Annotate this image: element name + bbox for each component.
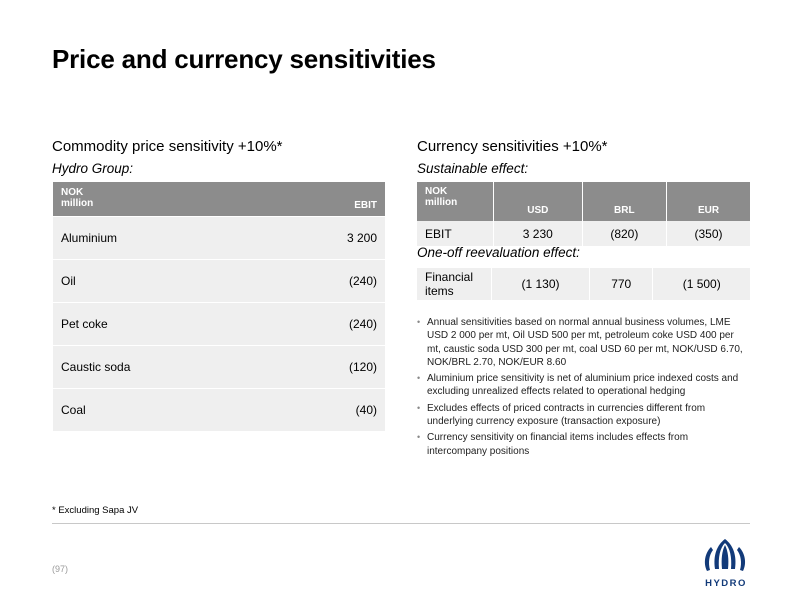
row-label: EBIT <box>417 221 494 246</box>
currency-heading: Currency sensitivities +10%* <box>417 138 608 155</box>
list-item: Annual sensitivities based on normal ann… <box>417 316 747 369</box>
commodity-subheading: Hydro Group: <box>52 161 134 176</box>
table-row: Caustic soda (120) <box>53 345 385 389</box>
brl-value: (820) <box>581 221 667 246</box>
ebit-header: EBIT <box>268 182 385 217</box>
hydro-logo-text: HYDRO <box>705 578 747 589</box>
unit-line-2: million <box>425 197 458 208</box>
table-row: Financial items (1 130) 770 (1 500) <box>417 268 750 300</box>
usd-value: (1 130) <box>491 268 590 300</box>
row-value: (40) <box>268 388 385 431</box>
oneoff-heading: One-off reevaluation effect: <box>417 245 580 260</box>
row-label: Financial items <box>417 268 492 300</box>
list-item: Aluminium price sensitivity is net of al… <box>417 372 747 399</box>
brl-header: BRL <box>581 182 667 221</box>
page-title: Price and currency sensitivities <box>52 44 436 74</box>
unit-line-1: NOK <box>61 187 84 198</box>
row-label-line-2: items <box>425 284 454 298</box>
row-label: Oil <box>53 259 269 303</box>
table-row: Oil (240) <box>53 259 385 303</box>
row-label: Caustic soda <box>53 345 269 389</box>
commodity-heading: Commodity price sensitivity +10%* <box>52 138 283 155</box>
row-label: Pet coke <box>53 302 269 346</box>
notes-list: Annual sensitivities based on normal ann… <box>417 316 747 461</box>
usd-value: 3 230 <box>493 221 583 246</box>
page-number: (97) <box>52 564 69 574</box>
unit-line-1: NOK <box>425 186 448 197</box>
row-label: Aluminium <box>53 216 269 260</box>
oneoff-table: Financial items (1 130) 770 (1 500) <box>417 268 750 300</box>
table-header-row: NOK million EBIT <box>53 182 385 217</box>
brl-value: 770 <box>588 268 653 300</box>
currency-sensitivity-table: NOK million USD BRL EUR EBIT 3 230 (820)… <box>417 182 750 246</box>
commodity-sensitivity-table: NOK million EBIT Aluminium 3 200 Oil (24… <box>53 182 385 431</box>
table-row: Coal (40) <box>53 388 385 431</box>
currency-subheading: Sustainable effect: <box>417 161 529 176</box>
unit-header: NOK million <box>53 182 269 217</box>
row-value: (240) <box>268 259 385 303</box>
list-item: Excludes effects of priced contracts in … <box>417 402 747 429</box>
hydro-logo-icon <box>704 539 746 571</box>
eur-value: (350) <box>666 221 750 246</box>
usd-header: USD <box>493 182 583 221</box>
unit-line-2: million <box>61 198 94 209</box>
table-row: Pet coke (240) <box>53 302 385 346</box>
unit-header: NOK million <box>417 182 494 221</box>
table-header-row: NOK million USD BRL EUR <box>417 182 750 221</box>
row-value: (240) <box>268 302 385 346</box>
row-value: (120) <box>268 345 385 389</box>
row-label: Coal <box>53 388 269 431</box>
table-row: Aluminium 3 200 <box>53 216 385 260</box>
row-label-line-1: Financial <box>425 270 474 284</box>
table-row: EBIT 3 230 (820) (350) <box>417 221 750 246</box>
eur-header: EUR <box>666 182 750 221</box>
footnote: * Excluding Sapa JV <box>52 505 139 516</box>
row-value: 3 200 <box>268 216 385 260</box>
eur-value: (1 500) <box>652 268 750 300</box>
footer-divider <box>52 523 750 524</box>
list-item: Currency sensitivity on financial items … <box>417 431 747 458</box>
